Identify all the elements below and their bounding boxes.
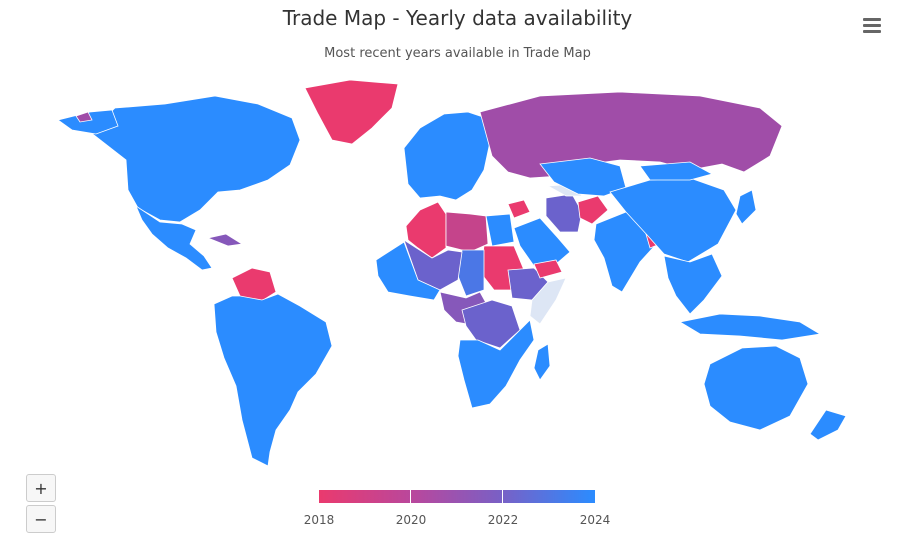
- region-egypt[interactable]: [485, 213, 515, 247]
- legend-label-2024: 2024: [579, 513, 611, 527]
- region-yemen[interactable]: [533, 259, 563, 279]
- region-greenland[interactable]: [304, 79, 399, 145]
- region-syria[interactable]: [507, 199, 531, 219]
- legend-tick: [410, 490, 411, 503]
- region-europe[interactable]: [403, 111, 491, 201]
- chart-subtitle: Most recent years available in Trade Map: [324, 46, 591, 61]
- chart-title: Trade Map - Yearly data availability: [282, 6, 633, 30]
- region-algeria[interactable]: [405, 201, 447, 259]
- legend-tick: [502, 490, 503, 503]
- region-svalbard[interactable]: [75, 111, 93, 123]
- legend-label-2018: 2018: [303, 513, 335, 527]
- legend-color-bar: [319, 490, 595, 503]
- region-alaska[interactable]: [57, 109, 119, 135]
- region-libya[interactable]: [445, 211, 489, 253]
- region-southeast-asia[interactable]: [663, 253, 723, 315]
- legend-label-2022: 2022: [487, 513, 519, 527]
- region-south-america[interactable]: [213, 293, 333, 467]
- region-australia[interactable]: [703, 345, 809, 431]
- region-mongolia[interactable]: [639, 161, 714, 181]
- zoom-in-button[interactable]: +: [26, 474, 56, 502]
- legend-label-2020: 2020: [395, 513, 427, 527]
- region-russia[interactable]: [479, 91, 783, 179]
- region-dr-congo[interactable]: [461, 299, 521, 349]
- region-north-america[interactable]: [89, 95, 301, 223]
- region-east-and-southern-africa[interactable]: [457, 319, 535, 409]
- region-indonesia[interactable]: [678, 313, 822, 341]
- region-central-asia[interactable]: [539, 157, 627, 197]
- zoom-out-button[interactable]: −: [26, 505, 56, 533]
- region-west-africa[interactable]: [375, 241, 441, 301]
- hamburger-menu-icon[interactable]: [858, 12, 886, 38]
- region-new-zealand[interactable]: [809, 409, 847, 441]
- region-japan[interactable]: [735, 189, 757, 225]
- region-saudi-arabia[interactable]: [513, 217, 571, 267]
- region-iran[interactable]: [545, 193, 583, 233]
- region-somalia[interactable]: [529, 277, 567, 325]
- region-mexico-and-central-america[interactable]: [135, 204, 213, 271]
- region-chad[interactable]: [457, 249, 485, 297]
- region-afghanistan[interactable]: [577, 195, 609, 225]
- region-cuba[interactable]: [206, 233, 244, 247]
- region-madagascar[interactable]: [533, 343, 551, 381]
